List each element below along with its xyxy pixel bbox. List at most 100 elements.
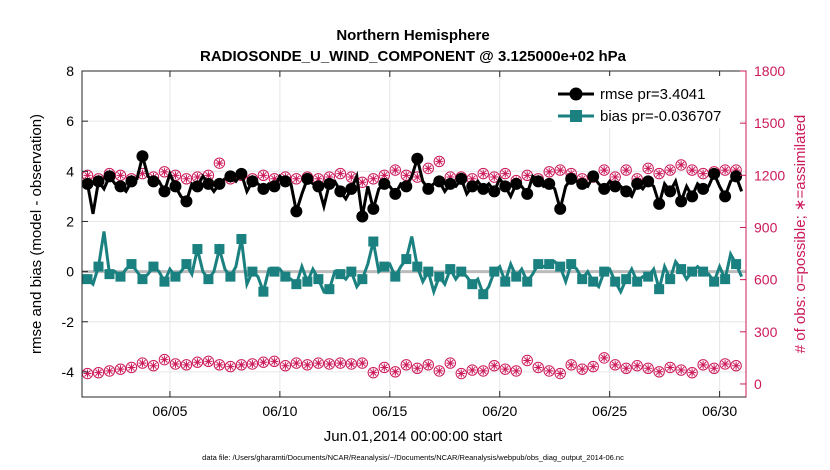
obs-possible-marker bbox=[719, 358, 731, 370]
obs-count-point bbox=[675, 364, 687, 376]
obs-count-point bbox=[411, 362, 423, 375]
rmse-point bbox=[642, 175, 655, 188]
obs-count-point bbox=[279, 360, 292, 372]
obs-assimilated-marker bbox=[611, 173, 620, 182]
obs-count-point bbox=[312, 357, 325, 369]
obs-count-point bbox=[642, 162, 654, 175]
obs-possible-marker bbox=[532, 361, 544, 374]
obs-assimilated-marker bbox=[556, 166, 565, 175]
rmse-point bbox=[532, 175, 545, 188]
y-right-tick-label: 1800 bbox=[754, 63, 785, 79]
obs-possible-marker bbox=[103, 365, 116, 377]
obs-possible-marker bbox=[180, 173, 193, 185]
obs-count-point bbox=[191, 356, 204, 368]
rmse-point bbox=[543, 177, 556, 190]
obs-count-point bbox=[686, 366, 698, 379]
rmse-point bbox=[631, 177, 644, 190]
obs-count-point bbox=[653, 167, 665, 180]
bias-point bbox=[434, 271, 445, 282]
obs-count-point bbox=[268, 355, 281, 368]
bias-point bbox=[599, 266, 610, 277]
obs-assimilated-marker bbox=[600, 353, 609, 362]
obs-possible-marker bbox=[686, 164, 698, 176]
obs-assimilated-marker bbox=[402, 360, 411, 369]
obs-count-point bbox=[180, 173, 193, 185]
legend-box bbox=[552, 76, 740, 128]
obs-count-point bbox=[169, 358, 182, 370]
obs-assimilated-marker bbox=[182, 174, 191, 183]
obs-assimilated-marker bbox=[215, 159, 224, 168]
obs-possible-marker bbox=[719, 164, 731, 176]
obs-count-point bbox=[147, 360, 160, 372]
bias-point bbox=[368, 236, 379, 247]
obs-assimilated-marker bbox=[292, 359, 301, 368]
rmse-point bbox=[477, 182, 490, 195]
bias-point bbox=[313, 274, 324, 285]
rmse-point bbox=[158, 185, 171, 198]
obs-assimilated-marker bbox=[655, 367, 664, 376]
obs-possible-marker bbox=[367, 173, 380, 185]
rmse-point bbox=[191, 180, 204, 193]
bias-point bbox=[335, 269, 346, 280]
obs-assimilated-marker bbox=[127, 363, 136, 372]
obs-assimilated-marker bbox=[237, 360, 246, 369]
rmse-point bbox=[598, 182, 611, 195]
obs-count-point bbox=[114, 169, 127, 182]
obs-possible-marker bbox=[620, 362, 632, 375]
rmse-point bbox=[268, 180, 281, 193]
bias-point bbox=[577, 274, 588, 285]
bias-point bbox=[665, 274, 676, 285]
obs-count-point bbox=[389, 366, 402, 378]
obs-possible-marker bbox=[521, 354, 533, 367]
obs-assimilated-marker bbox=[424, 360, 433, 369]
rmse-point bbox=[235, 167, 248, 180]
x-axis-ticks: 06/05 06/10 06/15 06/20 06/25 06/30 bbox=[152, 71, 737, 419]
obs-possible-marker bbox=[675, 364, 687, 376]
rmse-point bbox=[279, 175, 292, 188]
rmse-point bbox=[433, 175, 446, 188]
obs-count-point bbox=[444, 357, 456, 369]
obs-count-point bbox=[136, 357, 149, 369]
obs-count-point bbox=[246, 358, 259, 370]
bias-point bbox=[544, 259, 555, 270]
obs-possible-marker bbox=[576, 363, 588, 375]
obs-assimilated-marker bbox=[710, 364, 719, 373]
bias-point bbox=[698, 266, 709, 277]
bias-point bbox=[676, 264, 687, 275]
obs-count-point bbox=[642, 362, 654, 375]
bias-point bbox=[148, 261, 159, 272]
y-right-tick-label: 1500 bbox=[754, 115, 785, 131]
obs-possible-marker bbox=[642, 162, 654, 175]
obs-possible-marker bbox=[631, 360, 643, 372]
obs-possible-marker bbox=[180, 359, 193, 371]
obs-count-point bbox=[433, 365, 445, 377]
rmse-point bbox=[202, 177, 215, 190]
obs-possible-marker bbox=[125, 361, 138, 374]
obs-assimilated-marker bbox=[699, 360, 708, 369]
obs-possible-marker bbox=[301, 359, 314, 371]
obs-count-point bbox=[697, 167, 709, 180]
obs-count-point bbox=[235, 359, 248, 371]
obs-possible-marker bbox=[499, 167, 511, 180]
obs-assimilated-marker bbox=[270, 357, 279, 366]
rmse-point bbox=[697, 182, 710, 195]
bias-point bbox=[181, 259, 192, 270]
obs-assimilated-marker bbox=[248, 359, 257, 368]
obs-assimilated-marker bbox=[325, 173, 334, 182]
obs-assimilated-marker bbox=[413, 173, 422, 182]
obs-count-point bbox=[389, 164, 402, 176]
y-axis-left-ticks: -4 -2 0 2 4 6 8 bbox=[62, 63, 88, 380]
obs-assimilated-marker bbox=[501, 365, 510, 374]
obs-assimilated-marker bbox=[171, 171, 180, 180]
bias-point bbox=[610, 276, 621, 287]
bias-point bbox=[522, 276, 533, 287]
rmse-point bbox=[169, 180, 182, 193]
rmse-point bbox=[554, 202, 567, 215]
legend-bias-label: bias pr=-0.036707 bbox=[600, 108, 721, 125]
obs-count-point bbox=[367, 173, 380, 185]
obs-count-point bbox=[554, 367, 566, 380]
data-file-footnote: data file: /Users/gharamti/Documents/NCA… bbox=[202, 453, 624, 462]
rmse-point bbox=[81, 177, 94, 190]
bias-point bbox=[621, 274, 632, 285]
legend-bias-marker bbox=[570, 110, 582, 122]
